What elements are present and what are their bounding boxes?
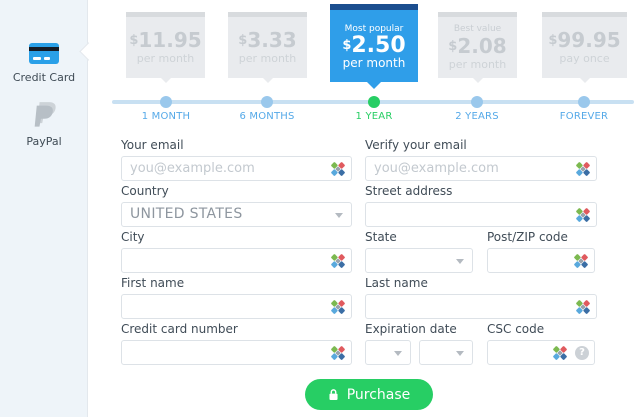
plan-card-forever[interactable]: $99.95 pay once	[542, 12, 627, 78]
city-label: City	[121, 230, 145, 244]
country-value: UNITED STATES	[130, 206, 243, 222]
credit-card-number-label: Credit card number	[121, 322, 238, 336]
state-select[interactable]	[365, 248, 473, 273]
autofill-extension-icon[interactable]	[330, 299, 346, 315]
field-city: City	[121, 231, 352, 273]
duration-label-1-month[interactable]: 1 MONTH	[141, 111, 191, 122]
expiration-month-select[interactable]	[365, 340, 411, 365]
slider-dot-6-months[interactable]	[261, 96, 273, 108]
plan-price: $3.33	[238, 28, 297, 52]
credit-card-number-input[interactable]	[122, 341, 351, 364]
first-name-label: First name	[121, 276, 185, 290]
email-label: Your email	[121, 138, 184, 152]
plan-period: per month	[448, 58, 507, 71]
paypal-label: PayPal	[26, 135, 62, 148]
plan-price: $2.50	[342, 32, 406, 58]
autofill-extension-icon[interactable]	[575, 299, 591, 315]
payment-method-paypal[interactable]: PayPal	[0, 101, 88, 148]
last-name-input[interactable]	[366, 295, 596, 318]
csc-code-label: CSC code	[487, 322, 545, 336]
field-email: Your email	[121, 139, 352, 181]
last-name-label: Last name	[365, 276, 428, 290]
verify-email-label: Verify your email	[365, 138, 467, 152]
field-csc-code: CSC code ?	[487, 323, 595, 365]
chevron-down-icon	[456, 259, 464, 264]
slider-dot-1-month[interactable]	[160, 96, 172, 108]
plan-card-1-month[interactable]: $11.95 per month	[126, 12, 205, 78]
paypal-icon	[34, 102, 56, 127]
plan-badge: Best value	[453, 24, 502, 34]
credit-card-label: Credit Card	[12, 71, 76, 84]
email-input[interactable]	[122, 157, 351, 180]
field-last-name: Last name	[365, 277, 597, 319]
field-verify-email: Verify your email	[365, 139, 597, 181]
credit-card-icon	[29, 43, 59, 64]
chevron-down-icon	[335, 213, 343, 218]
plan-card-1-year-selected[interactable]: Most popular $2.50 per month	[330, 4, 418, 82]
plan-price: $99.95	[548, 28, 621, 52]
state-label: State	[365, 230, 397, 244]
chevron-down-icon	[394, 351, 402, 356]
payment-method-credit-card[interactable]: Credit Card	[0, 43, 88, 84]
autofill-extension-icon[interactable]	[573, 253, 589, 269]
expiration-year-select[interactable]	[419, 340, 473, 365]
autofill-extension-icon[interactable]	[330, 161, 346, 177]
autofill-extension-icon[interactable]	[552, 345, 568, 361]
autofill-extension-icon[interactable]	[575, 161, 591, 177]
slider-dot-2-years[interactable]	[471, 96, 483, 108]
duration-label-1-year[interactable]: 1 YEAR	[355, 111, 393, 122]
payment-method-sidebar: Credit Card PayPal	[0, 0, 88, 417]
plan-period: per month	[342, 55, 406, 70]
purchase-button[interactable]: Purchase	[305, 379, 433, 410]
first-name-input[interactable]	[122, 295, 351, 318]
city-input[interactable]	[122, 249, 351, 272]
field-country: Country UNITED STATES	[121, 185, 352, 227]
duration-label-6-months[interactable]: 6 MONTHS	[239, 111, 295, 122]
slider-dot-1-year-active[interactable]	[368, 96, 380, 108]
zip-code-input[interactable]	[488, 249, 594, 272]
field-state: State	[365, 231, 473, 273]
verify-email-input[interactable]	[366, 157, 596, 180]
country-label: Country	[121, 184, 169, 198]
plan-card-2-years[interactable]: Best value $2.08 per month	[438, 12, 517, 78]
duration-label-2-years[interactable]: 2 YEARS	[455, 111, 499, 122]
field-credit-card-number: Credit card number	[121, 323, 352, 365]
country-select[interactable]: UNITED STATES	[121, 202, 352, 227]
street-address-label: Street address	[365, 184, 453, 198]
csc-help-icon[interactable]: ?	[575, 346, 589, 360]
zip-code-label: Post/ZIP code	[487, 230, 568, 244]
field-expiration-date: Expiration date	[365, 323, 473, 365]
chevron-down-icon	[456, 351, 464, 356]
plan-period: pay once	[559, 52, 610, 65]
plan-price: $2.08	[448, 34, 507, 58]
plan-period: per month	[238, 52, 297, 65]
street-address-input[interactable]	[366, 203, 596, 226]
duration-label-forever[interactable]: FOREVER	[559, 111, 609, 122]
slider-dot-forever[interactable]	[578, 96, 590, 108]
field-first-name: First name	[121, 277, 352, 319]
plan-period: per month	[136, 52, 195, 65]
plan-price: $11.95	[129, 28, 202, 52]
field-zip-code: Post/ZIP code	[487, 231, 595, 273]
plan-badge: Most popular	[344, 23, 404, 34]
lock-icon	[329, 389, 338, 400]
autofill-extension-icon[interactable]	[575, 207, 591, 223]
csc-code-input[interactable]	[488, 341, 594, 364]
field-street-address: Street address	[365, 185, 597, 227]
plan-card-6-months[interactable]: $3.33 per month	[228, 12, 307, 78]
purchase-button-label: Purchase	[346, 386, 411, 403]
autofill-extension-icon[interactable]	[330, 253, 346, 269]
autofill-extension-icon[interactable]	[330, 345, 346, 361]
expiration-date-label: Expiration date	[365, 322, 457, 336]
